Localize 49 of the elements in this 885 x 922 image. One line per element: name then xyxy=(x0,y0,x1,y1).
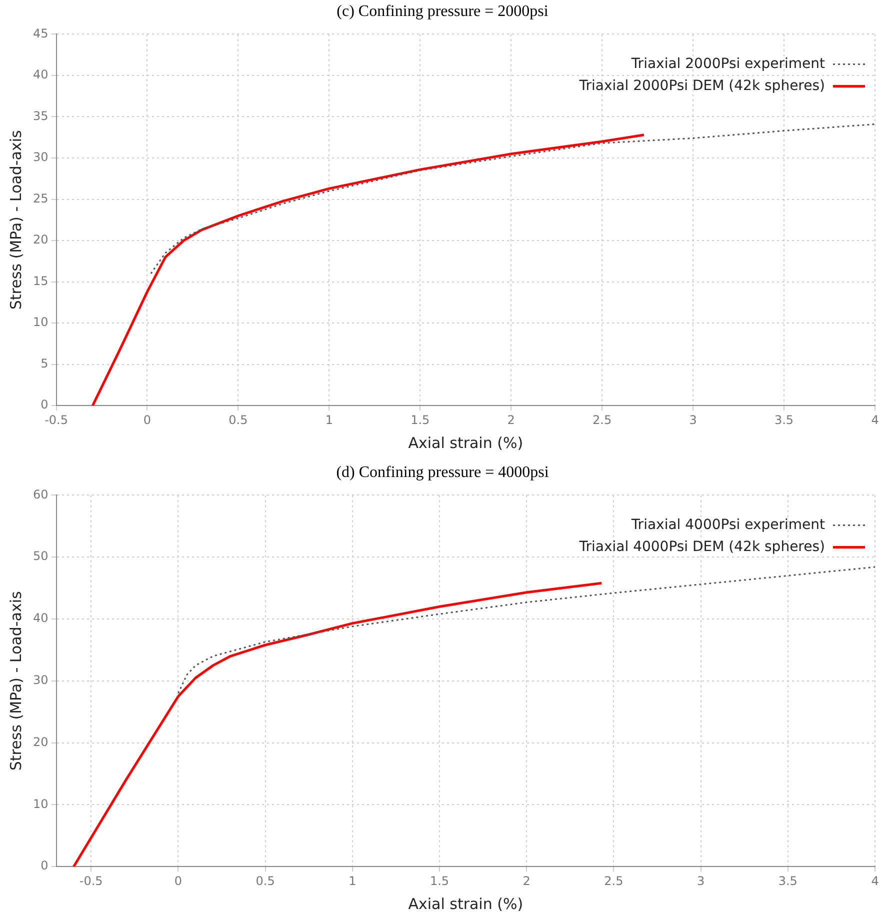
y-tick-label: 0 xyxy=(40,858,48,873)
y-tick-label: 0 xyxy=(40,398,48,412)
x-tick-label: 1 xyxy=(325,412,333,427)
x-tick-label: 3 xyxy=(696,874,705,888)
y-tick-label: 50 xyxy=(32,549,48,564)
x-tick-label: -0.5 xyxy=(44,412,68,427)
x-tick-label: 1.5 xyxy=(410,412,430,427)
line-series xyxy=(150,123,875,274)
y-tick-label: 20 xyxy=(32,734,48,749)
legend-label: Triaxial 4000Psi DEM (42k spheres) xyxy=(578,538,825,555)
y-tick-label: 40 xyxy=(32,68,48,82)
y-tick-label: 35 xyxy=(32,108,48,123)
x-tick-label: 4 xyxy=(871,412,879,427)
x-tick-label: 2.5 xyxy=(604,874,624,888)
legend-label: Triaxial 2000Psi DEM (42k spheres) xyxy=(578,78,825,94)
y-tick-label: 10 xyxy=(32,796,48,811)
x-tick-label: 0 xyxy=(143,412,152,427)
x-tick-label: 0.5 xyxy=(228,412,248,427)
x-tick-label: 2.5 xyxy=(592,412,612,427)
y-tick-label: 30 xyxy=(32,673,48,688)
legend-label: Triaxial 2000Psi experiment xyxy=(630,56,826,72)
x-axis-title: Axial strain (%) xyxy=(408,434,524,452)
x-tick-label: 3.5 xyxy=(774,412,794,427)
x-tick-label: 0.5 xyxy=(256,874,275,888)
y-tick-label: 25 xyxy=(32,191,48,206)
y-axis-title: Stress (MPa) - Load-axis xyxy=(6,130,25,310)
x-tick-label: 2 xyxy=(522,874,530,888)
y-tick-label: 10 xyxy=(32,315,48,330)
x-tick-label: 2 xyxy=(507,412,515,427)
x-tick-label: 0 xyxy=(174,874,182,888)
chart-title: (d) Confining pressure = 4000psi xyxy=(335,463,550,483)
x-tick-label: -0.5 xyxy=(79,874,103,888)
y-tick-label: 15 xyxy=(32,274,48,288)
y-axis-title: Stress (MPa) - Load-axis xyxy=(6,590,25,771)
x-tick-label: 3.5 xyxy=(778,874,798,888)
y-tick-label: 30 xyxy=(32,150,48,164)
y-tick-label: 20 xyxy=(32,232,48,247)
y-tick-label: 5 xyxy=(40,356,48,370)
x-axis-title: Axial strain (%) xyxy=(408,894,524,913)
x-tick-label: 1.5 xyxy=(430,874,450,888)
legend-label: Triaxial 4000Psi experiment xyxy=(630,516,826,533)
y-tick-label: 40 xyxy=(32,611,48,626)
chart-title: (c) Confining pressure = 2000psi xyxy=(336,2,550,22)
x-tick-label: 3 xyxy=(689,412,697,427)
line-series xyxy=(177,566,875,694)
y-tick-label: 60 xyxy=(32,487,48,502)
x-tick-label: 1 xyxy=(348,874,356,888)
x-tick-label: 4 xyxy=(871,874,879,888)
y-tick-label: 45 xyxy=(32,26,48,40)
